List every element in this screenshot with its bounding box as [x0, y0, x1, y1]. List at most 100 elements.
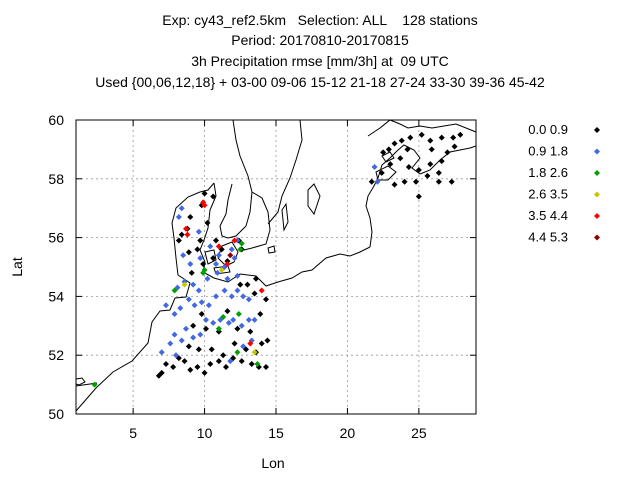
- y-tick-label: 50: [48, 406, 64, 422]
- station-point: [187, 214, 194, 221]
- station-point: [191, 302, 198, 309]
- station-point: [215, 358, 222, 365]
- station-point: [197, 331, 204, 338]
- station-point: [257, 311, 264, 318]
- station-point: [91, 381, 98, 388]
- station-point: [391, 181, 398, 188]
- legend-marker: [594, 191, 600, 198]
- station-point: [200, 261, 207, 268]
- station-point: [214, 269, 221, 276]
- station-point: [204, 275, 211, 282]
- station-point: [407, 134, 414, 141]
- station-point: [204, 219, 211, 226]
- x-axis-label: Lon: [261, 455, 284, 471]
- station-point: [195, 228, 202, 235]
- station-point: [405, 164, 412, 171]
- station-point: [205, 302, 212, 309]
- station-point: [215, 243, 222, 250]
- coastline-outline: [75, 119, 477, 412]
- station-point: [264, 337, 271, 344]
- station-point: [234, 349, 241, 356]
- coastline-baltic-east: [365, 144, 421, 248]
- station-point: [171, 287, 178, 294]
- coastline-hiiumaa: [381, 151, 395, 163]
- station-point: [223, 363, 229, 370]
- station-point: [170, 363, 177, 370]
- station-point: [415, 166, 422, 173]
- station-point: [158, 349, 165, 356]
- station-point: [210, 193, 217, 200]
- station-point: [203, 325, 209, 332]
- station-point: [230, 316, 237, 323]
- station-point: [184, 231, 191, 238]
- station-point: [167, 340, 174, 347]
- legend-marker: [594, 234, 600, 241]
- coastline-finland: [367, 119, 477, 137]
- station-point: [194, 246, 201, 253]
- station-point: [435, 178, 442, 185]
- coastline-jutland-east: [199, 182, 217, 273]
- legend-entry-label: 1.8 2.6: [528, 165, 568, 180]
- station-point: [378, 169, 385, 176]
- station-point: [397, 155, 404, 162]
- station-point: [238, 358, 245, 365]
- station-point: [208, 346, 215, 353]
- station-point: [198, 311, 205, 318]
- station-point: [238, 240, 245, 247]
- legend-entry-label: 4.4 5.3: [528, 230, 568, 245]
- station-point: [427, 137, 434, 144]
- station-point: [235, 311, 242, 318]
- station-point: [231, 237, 238, 244]
- station-point: [457, 131, 464, 138]
- coastline-oland: [281, 202, 289, 232]
- x-tick-label: 15: [268, 425, 284, 441]
- station-point: [183, 325, 189, 332]
- station-point: [448, 178, 455, 185]
- station-point: [203, 316, 209, 323]
- station-point: [438, 158, 445, 165]
- station-point: [220, 352, 227, 359]
- station-point: [424, 172, 431, 179]
- grid-lines: [76, 120, 476, 414]
- station-point: [213, 293, 219, 300]
- station-point: [401, 178, 408, 185]
- x-tick-label: 25: [411, 425, 427, 441]
- station-point: [163, 302, 169, 309]
- y-tick-label: 54: [48, 288, 64, 304]
- station-point: [213, 261, 219, 268]
- station-point: [207, 243, 214, 250]
- station-point: [234, 287, 241, 294]
- station-point: [175, 214, 182, 221]
- station-point: [415, 193, 422, 200]
- station-point: [251, 290, 258, 297]
- station-point: [185, 249, 192, 256]
- station-point: [177, 305, 184, 312]
- station-point: [190, 322, 197, 329]
- legend-marker: [594, 170, 600, 176]
- station-point: [195, 346, 202, 353]
- station-point: [210, 255, 217, 262]
- station-point: [450, 134, 457, 141]
- station-point: [428, 146, 435, 153]
- coastline-saaremaa: [375, 165, 397, 181]
- legend: 0.0 0.9 0.9 1.8 1.8 2.6 2.6 3.5 3.5 4.4 4.4 5…: [528, 122, 600, 245]
- station-point: [201, 369, 208, 376]
- plot-axes: 5 10 15 20 25 50 52 54 56 58 60: [48, 112, 477, 441]
- station-point: [413, 178, 419, 185]
- plot-frame: [75, 119, 477, 415]
- station-point: [444, 149, 451, 156]
- y-tick-label: 52: [48, 347, 64, 363]
- station-point: [234, 325, 241, 332]
- chart-title-line-1: Exp: cy43_ref2.5km Selection: ALL 128 st…: [162, 12, 478, 28]
- legend-entry-label: 3.5 4.4: [528, 208, 568, 223]
- station-point: [263, 296, 269, 303]
- station-point: [201, 190, 208, 197]
- station-point: [197, 237, 204, 244]
- x-tick-label: 5: [129, 425, 137, 441]
- station-point: [231, 255, 238, 262]
- station-point: [175, 237, 182, 244]
- station-point: [418, 131, 425, 138]
- station-point: [187, 366, 194, 373]
- legend-marker: [594, 148, 600, 155]
